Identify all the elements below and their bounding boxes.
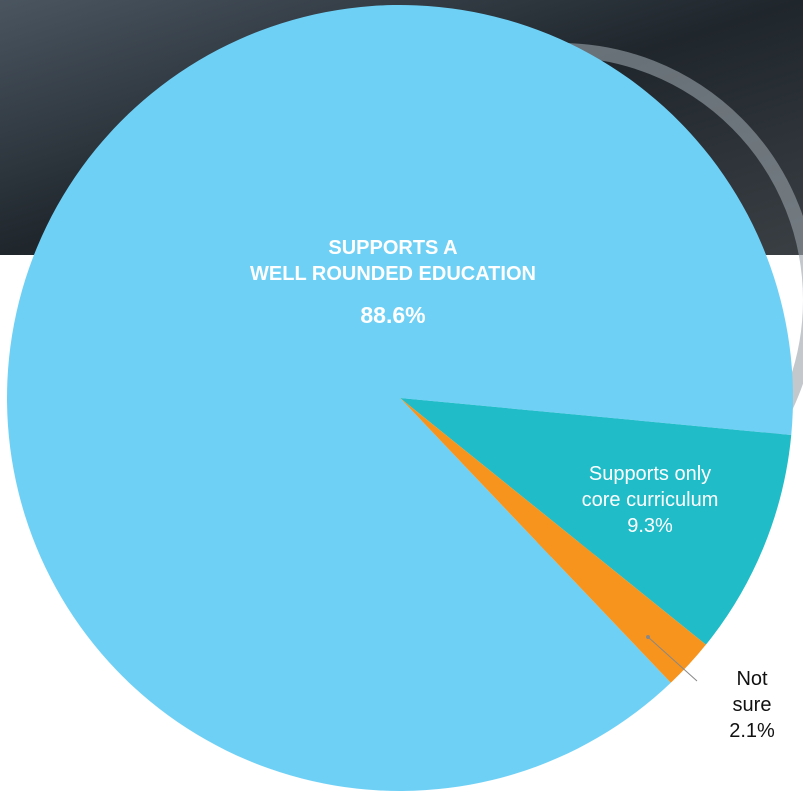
pie-slice [400,398,706,683]
value-label: 2.1% [729,720,775,742]
category-label: SUPPORTS A WELL ROUNDED EDUCATION [250,237,536,286]
category-label: Supports only core curriculum [581,463,719,511]
slice-label: Supports only core curriculum 9.3% [582,461,719,539]
leader-dot [646,635,650,639]
pie-slice [400,398,792,645]
slice-label: SUPPORTS A WELL ROUNDED EDUCATION 88.6% [250,235,536,331]
value-label: 88.6% [360,302,426,329]
pie-slice [7,5,794,791]
leader-line [647,636,698,682]
slice-label: Not sure 2.1% [727,666,778,744]
category-label: Not sure [732,668,772,716]
value-label: 9.3% [627,515,673,537]
